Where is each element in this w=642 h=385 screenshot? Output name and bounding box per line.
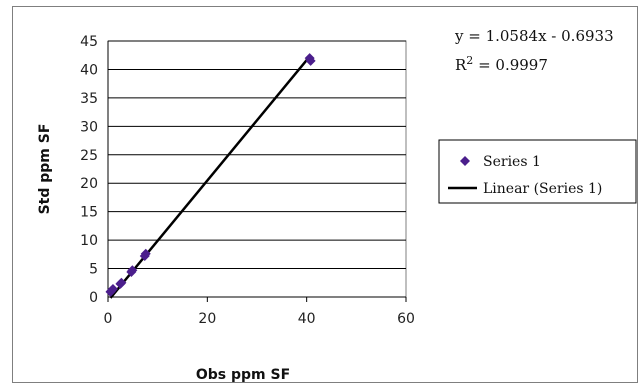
legend-label-linear: Linear (Series 1): [483, 181, 602, 197]
y-tick-label: 10: [80, 233, 98, 249]
legend-box: [438, 139, 637, 204]
y-tick-label: 35: [80, 91, 98, 107]
x-tick-label: 40: [298, 311, 316, 327]
y-tick-label: 5: [89, 262, 98, 278]
scatter-chart: 0 5 10 15 20 25 30 35 40 45 0 20 40 60 Std ppm SF Ob…: [37, 27, 637, 383]
data-point: [127, 265, 138, 276]
plot-area: [107, 40, 407, 298]
data-point: [116, 277, 127, 288]
data-points: [105, 53, 316, 297]
y-tick-labels: 0 5 10 15 20 25 30 35 40 45: [80, 34, 98, 306]
r-squared-superscript: 2: [466, 54, 473, 67]
legend: Series 1 Linear (Series 1): [438, 139, 637, 204]
axes: [107, 41, 407, 302]
r-squared: R2 = 0.9997: [455, 54, 548, 74]
x-tick-labels: 0 20 40 60: [104, 311, 415, 327]
x-axis-title: Obs ppm SF: [196, 367, 290, 383]
r-squared-symbol: R: [455, 56, 467, 74]
trendline-equation: y = 1.0584x - 0.6933: [454, 27, 614, 45]
data-point: [305, 55, 316, 66]
legend-diamond-marker: [460, 156, 470, 166]
y-tick-label: 0: [89, 290, 98, 306]
data-point: [140, 248, 151, 259]
x-tick-label: 0: [104, 311, 113, 327]
x-tick-label: 20: [198, 311, 216, 327]
chart-frame: 0 5 10 15 20 25 30 35 40 45 0 20 40 60 Std ppm SF Ob…: [12, 6, 638, 383]
y-tick-label: 40: [80, 62, 98, 78]
x-tick-label: 60: [397, 311, 415, 327]
y-tick-label: 20: [80, 176, 98, 192]
legend-label-series-1: Series 1: [483, 154, 541, 170]
y-axis-title: Std ppm SF: [37, 124, 53, 215]
y-tick-label: 15: [80, 205, 98, 221]
y-tick-label: 45: [80, 34, 98, 50]
data-point: [107, 284, 118, 295]
r-squared-value: = 0.9997: [473, 56, 548, 74]
y-tick-label: 30: [80, 119, 98, 135]
y-tick-label: 25: [80, 148, 98, 164]
